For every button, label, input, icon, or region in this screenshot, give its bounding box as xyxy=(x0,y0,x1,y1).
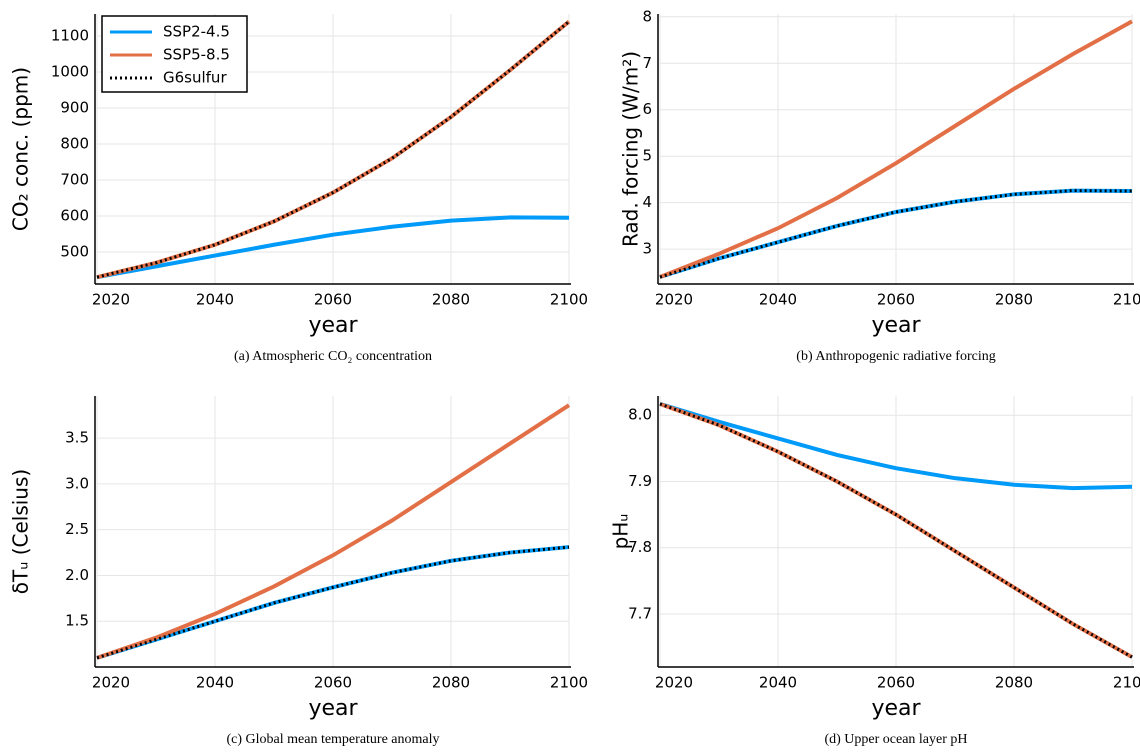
y-tick-label: 5 xyxy=(642,147,652,165)
x-tick-label: 2040 xyxy=(759,291,797,309)
y-tick-label: 4 xyxy=(642,193,652,211)
y-tick-label: 700 xyxy=(60,170,89,188)
y-tick-label: 800 xyxy=(60,134,89,152)
y-tick-label: 3.5 xyxy=(65,429,89,447)
caption: (c) Global mean temperature anomaly xyxy=(226,732,439,747)
x-tick-label: 2100 xyxy=(550,674,588,692)
y-tick-label: 2.0 xyxy=(65,566,89,584)
y-tick-label: 1100 xyxy=(51,26,89,44)
legend-label: SSP2-4.5 xyxy=(163,23,230,41)
x-tick-label: 2100 xyxy=(550,291,588,309)
series-line xyxy=(96,20,570,279)
x-tick-label: 2020 xyxy=(655,674,693,692)
x-tick-label: 2020 xyxy=(655,291,693,309)
x-axis-label: year xyxy=(308,313,358,338)
x-tick-label: 2040 xyxy=(196,674,234,692)
series-line xyxy=(96,215,570,280)
x-tick-label: 2080 xyxy=(995,291,1033,309)
x-tick-label: 2080 xyxy=(432,674,470,692)
x-tick-label: 2060 xyxy=(877,674,915,692)
x-tick-label: 2020 xyxy=(92,291,130,309)
series-line xyxy=(96,403,571,660)
caption: (d) Upper ocean layer pH xyxy=(824,732,967,747)
y-tick-label: 500 xyxy=(60,242,89,260)
caption: (b) Anthropogenic radiative forcing xyxy=(796,349,995,364)
y-tick-label: 7.9 xyxy=(628,472,652,490)
x-tick-label: 2040 xyxy=(196,291,234,309)
y-axis-label: Rad. forcing (W/m²) xyxy=(619,51,643,247)
y-tick-label: 1.5 xyxy=(65,612,89,630)
y-tick-label: 1000 xyxy=(51,62,89,80)
x-axis-label: year xyxy=(871,696,921,721)
legend-label: SSP5-8.5 xyxy=(163,46,230,64)
y-tick-label: 2.5 xyxy=(65,520,89,538)
y-tick-label: 900 xyxy=(60,98,89,116)
series-line xyxy=(659,402,1133,491)
x-tick-label: 2020 xyxy=(92,674,130,692)
series-line xyxy=(659,402,1133,659)
legend-label: G6sulfur xyxy=(163,69,227,87)
y-tick-label: 7.8 xyxy=(628,538,652,556)
x-tick-label: 2100 xyxy=(1113,291,1140,309)
x-tick-label: 2040 xyxy=(759,674,797,692)
x-tick-label: 2100 xyxy=(1113,674,1140,692)
y-axis-label: CO₂ conc. (ppm) xyxy=(9,67,33,231)
y-tick-label: 8 xyxy=(642,7,652,25)
y-tick-label: 7.7 xyxy=(628,604,652,622)
x-axis-label: year xyxy=(871,313,921,338)
caption: (a) Atmospheric CO₂ concentration xyxy=(234,349,432,364)
x-tick-label: 2060 xyxy=(314,674,352,692)
y-tick-label: 6 xyxy=(642,100,652,118)
x-tick-label: 2060 xyxy=(877,291,915,309)
y-tick-label: 7 xyxy=(642,54,652,72)
y-axis-label: pHᵤ xyxy=(609,514,633,550)
x-tick-label: 2080 xyxy=(432,291,470,309)
x-axis-label: year xyxy=(308,696,358,721)
y-tick-label: 3.0 xyxy=(65,474,89,492)
series-line xyxy=(96,545,570,660)
y-tick-label: 3 xyxy=(642,240,652,258)
y-tick-label: 8.0 xyxy=(628,406,652,424)
x-tick-label: 2080 xyxy=(995,674,1033,692)
series-line xyxy=(659,19,1133,279)
y-tick-label: 600 xyxy=(60,206,89,224)
y-axis-label: δTᵤ (Celsius) xyxy=(9,469,33,594)
series-line xyxy=(659,188,1133,279)
x-tick-label: 2060 xyxy=(314,291,352,309)
